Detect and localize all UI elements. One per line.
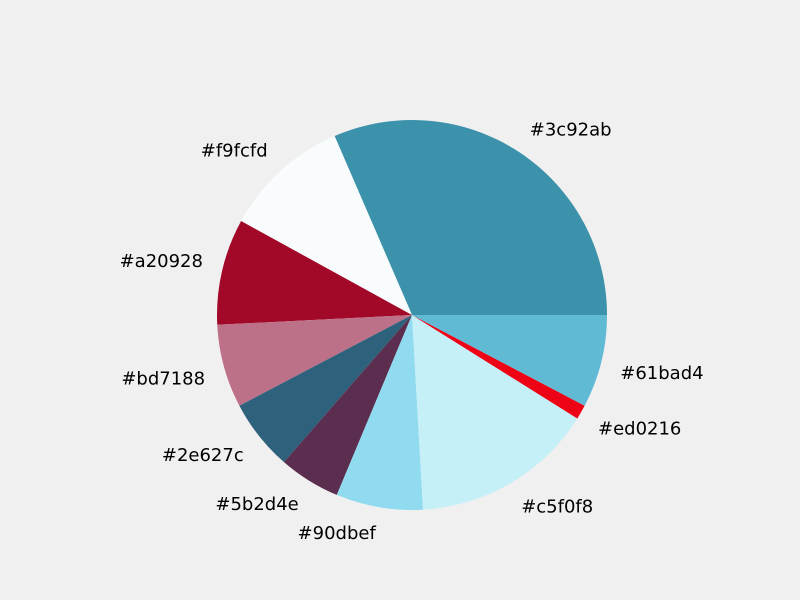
pie-slice (334, 120, 607, 316)
slice-label: #61bad4 (620, 363, 703, 384)
pie-slice (283, 315, 412, 495)
pie-labels: #3c92ab #f9fcfd #a20928 #bd7188 #2e627c #5b2d… (120, 120, 704, 544)
slice-label: #c5f0f8 (521, 496, 593, 517)
pie-slice (217, 315, 412, 406)
slice-label: #f9fcfd (201, 140, 268, 161)
pie-slice (412, 315, 607, 406)
slice-label: #ed0216 (598, 419, 681, 440)
pie-slice (336, 315, 424, 511)
pie-slice (412, 315, 578, 510)
pie-slice (241, 136, 412, 315)
slice-label: #a20928 (120, 251, 203, 272)
pie-slices (217, 120, 607, 511)
slice-label: #90dbef (298, 523, 377, 544)
pie-slice (412, 315, 585, 419)
pie-slice (217, 221, 412, 325)
slice-label: #5b2d4e (215, 494, 298, 515)
slice-label: #3c92ab (530, 120, 612, 141)
slice-label: #2e627c (162, 445, 244, 466)
pie-slice (239, 315, 412, 463)
slice-label: #bd7188 (121, 368, 205, 389)
